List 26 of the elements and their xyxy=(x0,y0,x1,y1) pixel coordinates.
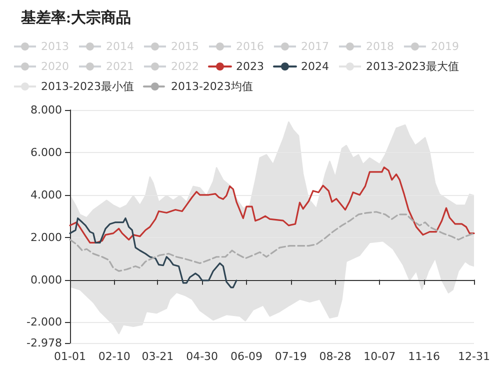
legend-label: 2013-2023最大值 xyxy=(366,60,459,73)
y-tick-label: 8.000 xyxy=(30,104,62,116)
legend-label: 2013-2023均值 xyxy=(170,80,253,93)
x-tick-label: 02-10 xyxy=(98,350,130,363)
y-tick-label: -2.000 xyxy=(26,316,62,329)
y-tick-label: 0.000 xyxy=(30,273,62,286)
legend-label: 2023 xyxy=(236,60,264,73)
x-tick-label: 01-01 xyxy=(54,350,86,363)
y-tick-label: 2.000 xyxy=(30,230,62,244)
x-tick-label: 12-31 xyxy=(458,350,490,363)
legend-label: 2024 xyxy=(300,60,329,73)
x-tick-label: 08-28 xyxy=(319,350,352,363)
line-series xyxy=(69,166,475,244)
line-series xyxy=(69,217,238,288)
x-tick-label: 11-16 xyxy=(408,350,440,363)
x-tick-label: 04-30 xyxy=(186,350,218,363)
x-tick-label: 10-07 xyxy=(364,350,396,363)
legend-label: 2013-2023最小值 xyxy=(41,80,134,93)
y-tick-label: 6.000 xyxy=(30,146,62,159)
x-tick-label: 06-09 xyxy=(230,350,262,363)
x-tick-label: 07-19 xyxy=(274,350,307,363)
y-tick-label: 4.000 xyxy=(30,188,62,202)
y-tick-label: -2.978 xyxy=(26,336,62,350)
x-tick-label: 03-21 xyxy=(142,350,174,363)
line-series xyxy=(69,211,475,272)
chart-title: 基差率:大宗商品 xyxy=(20,8,131,26)
